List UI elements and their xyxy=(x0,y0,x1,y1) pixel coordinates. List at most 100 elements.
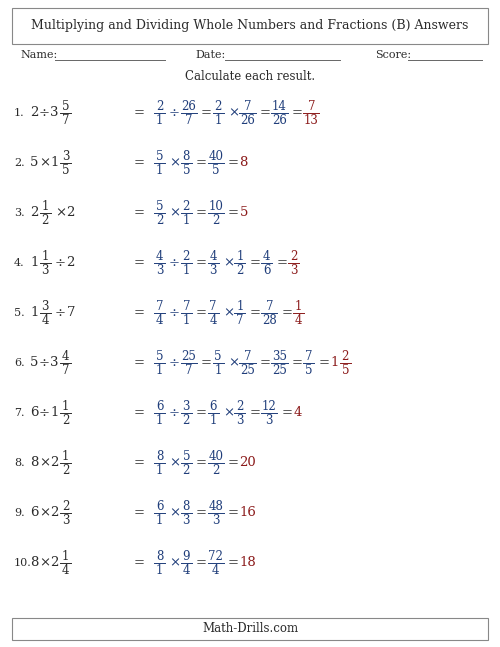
Text: 2: 2 xyxy=(182,463,190,476)
Text: 5.: 5. xyxy=(14,308,24,318)
Text: =: = xyxy=(196,406,207,419)
Text: =: = xyxy=(196,206,207,219)
Text: 7: 7 xyxy=(266,300,273,313)
Text: =: = xyxy=(134,256,145,270)
Text: ×: × xyxy=(169,556,180,569)
Text: ×: × xyxy=(222,256,234,270)
Text: 6.: 6. xyxy=(14,358,24,368)
Text: Score:: Score: xyxy=(375,50,411,60)
Text: 8: 8 xyxy=(30,556,38,569)
Text: 2: 2 xyxy=(62,413,70,426)
Text: 40: 40 xyxy=(208,149,223,162)
Text: ×: × xyxy=(222,307,234,320)
Text: 5: 5 xyxy=(30,157,38,170)
Text: 7: 7 xyxy=(308,100,315,113)
Text: 5: 5 xyxy=(62,164,70,177)
Text: =: = xyxy=(134,406,145,419)
Text: 2: 2 xyxy=(182,413,190,426)
Text: =: = xyxy=(250,256,260,270)
Text: 1: 1 xyxy=(156,514,163,527)
Text: =: = xyxy=(134,157,145,170)
Text: Multiplying and Dividing Whole Numbers and Fractions (B) Answers: Multiplying and Dividing Whole Numbers a… xyxy=(32,19,469,32)
Text: =: = xyxy=(196,157,207,170)
Text: 3: 3 xyxy=(50,356,59,369)
Text: ×: × xyxy=(38,457,50,470)
Text: =: = xyxy=(201,107,212,120)
Text: ÷: ÷ xyxy=(38,406,50,419)
Text: =: = xyxy=(250,406,260,419)
Text: 3: 3 xyxy=(236,413,244,426)
Text: 4: 4 xyxy=(62,349,70,362)
Text: 7: 7 xyxy=(305,349,312,362)
Text: ×: × xyxy=(169,157,180,170)
Text: 6: 6 xyxy=(156,499,164,512)
Text: =: = xyxy=(282,406,292,419)
Text: 2: 2 xyxy=(62,463,70,476)
Text: 4: 4 xyxy=(210,314,217,327)
Text: 26: 26 xyxy=(272,113,287,127)
Text: 2: 2 xyxy=(30,107,38,120)
Text: 4: 4 xyxy=(62,564,70,576)
Text: =: = xyxy=(282,307,292,320)
Text: 1: 1 xyxy=(295,300,302,313)
Text: 1: 1 xyxy=(50,406,59,419)
Text: =: = xyxy=(196,307,207,320)
Text: 4: 4 xyxy=(210,250,217,263)
Text: =: = xyxy=(228,507,239,520)
Text: 2: 2 xyxy=(156,100,163,113)
Text: 1: 1 xyxy=(62,549,70,562)
Text: 6: 6 xyxy=(30,406,38,419)
Text: 4: 4 xyxy=(212,564,220,576)
Text: ÷: ÷ xyxy=(169,256,180,270)
Text: 4: 4 xyxy=(295,314,302,327)
Text: =: = xyxy=(196,256,207,270)
Text: =: = xyxy=(134,356,145,369)
Text: 1: 1 xyxy=(156,463,163,476)
FancyBboxPatch shape xyxy=(12,8,488,44)
Text: =: = xyxy=(134,507,145,520)
Text: 7: 7 xyxy=(210,300,217,313)
Text: 1: 1 xyxy=(156,113,163,127)
Text: 5: 5 xyxy=(342,364,349,377)
Text: 7: 7 xyxy=(244,100,252,113)
Text: 2: 2 xyxy=(342,349,349,362)
Text: 2: 2 xyxy=(212,214,220,226)
Text: 7: 7 xyxy=(236,314,244,327)
Text: 4.: 4. xyxy=(14,258,24,268)
Text: 3: 3 xyxy=(50,107,59,120)
Text: ÷: ÷ xyxy=(38,356,50,369)
Text: 4: 4 xyxy=(293,406,302,419)
Text: =: = xyxy=(318,356,330,369)
Text: 8: 8 xyxy=(182,499,190,512)
Text: ×: × xyxy=(38,507,50,520)
Text: 1: 1 xyxy=(30,256,38,270)
Text: ÷: ÷ xyxy=(169,107,180,120)
Text: =: = xyxy=(292,356,302,369)
Text: 7: 7 xyxy=(62,364,70,377)
Text: =: = xyxy=(260,107,270,120)
Text: 6: 6 xyxy=(210,399,217,413)
Text: 13: 13 xyxy=(304,113,319,127)
Text: =: = xyxy=(250,307,260,320)
Text: 18: 18 xyxy=(240,556,256,569)
Text: ÷: ÷ xyxy=(169,307,180,320)
Text: 20: 20 xyxy=(240,457,256,470)
Text: 7: 7 xyxy=(244,349,252,362)
Text: 3: 3 xyxy=(212,514,220,527)
Text: 2: 2 xyxy=(182,199,190,212)
Text: 2: 2 xyxy=(156,214,163,226)
Text: 2.: 2. xyxy=(14,158,24,168)
Text: 4: 4 xyxy=(156,314,164,327)
Text: 3: 3 xyxy=(62,514,70,527)
Text: 1: 1 xyxy=(330,356,338,369)
Text: 2: 2 xyxy=(50,457,59,470)
Text: =: = xyxy=(134,206,145,219)
Text: 1: 1 xyxy=(236,250,244,263)
Text: Calculate each result.: Calculate each result. xyxy=(185,71,315,83)
Text: 7.: 7. xyxy=(14,408,24,418)
Text: 4: 4 xyxy=(156,250,164,263)
Text: =: = xyxy=(228,556,239,569)
Text: 3: 3 xyxy=(290,263,298,276)
Text: 7: 7 xyxy=(66,307,75,320)
Text: 12: 12 xyxy=(262,399,276,413)
